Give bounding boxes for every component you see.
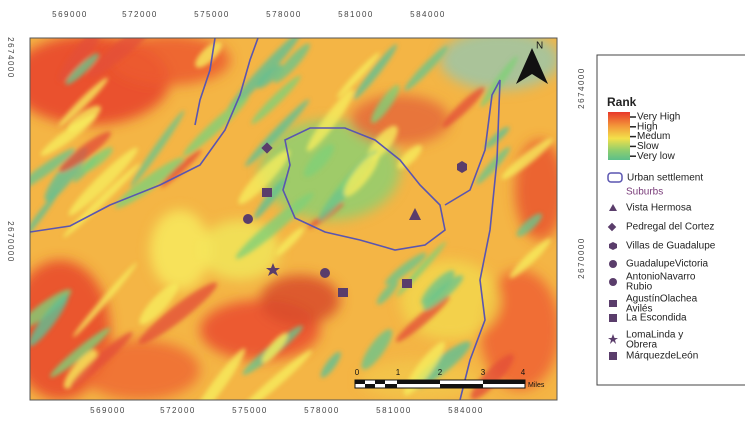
x-tick-label-bottom: 584000 bbox=[448, 406, 484, 415]
x-tick-label-top: 584000 bbox=[410, 10, 446, 19]
x-tick-label-bottom: 569000 bbox=[90, 406, 126, 415]
suburb-symbol bbox=[609, 314, 617, 322]
suburb-symbol bbox=[609, 300, 617, 307]
x-tick-label-bottom: 572000 bbox=[160, 406, 196, 415]
terrain-patch bbox=[150, 210, 210, 290]
x-tick-label-top: 578000 bbox=[266, 10, 302, 19]
y-tick-label-left: 2670000 bbox=[6, 221, 15, 263]
rank-label: Very low bbox=[637, 151, 676, 162]
terrain-patch bbox=[80, 340, 200, 400]
x-tick-label-top: 575000 bbox=[194, 10, 230, 19]
north-label: N bbox=[536, 41, 543, 52]
suburb-symbol bbox=[609, 260, 617, 268]
x-tick-label-top: 572000 bbox=[122, 10, 158, 19]
scale-label: 3 bbox=[481, 368, 486, 377]
y-tick-label-right: 2674000 bbox=[577, 67, 586, 109]
y-tick-label-right: 2670000 bbox=[577, 237, 586, 279]
scale-label: 2 bbox=[438, 368, 443, 377]
x-tick-label-bottom: 578000 bbox=[304, 406, 340, 415]
x-tick-label-top: 569000 bbox=[52, 10, 88, 19]
suburb-label: MárquezdeLeón bbox=[626, 351, 698, 362]
suburb-label: GuadalupeVictoria bbox=[626, 259, 709, 270]
suburbs-title: Suburbs bbox=[626, 187, 663, 198]
y-tick-label-left: 2674000 bbox=[6, 37, 15, 79]
suburb-symbol bbox=[609, 352, 617, 360]
scale-unit: Miles bbox=[528, 382, 545, 389]
x-tick-label-bottom: 581000 bbox=[376, 406, 412, 415]
rank-ramp bbox=[608, 112, 630, 160]
map-figure: 0 1 2 3 4Miles N 569000 569000 572000 572000 575… bbox=[0, 0, 745, 422]
terrain-patch bbox=[260, 275, 340, 325]
x-tick-label-bottom: 575000 bbox=[232, 406, 268, 415]
scale-label: 0 bbox=[355, 368, 360, 377]
suburb-label: Vista Hermosa bbox=[626, 203, 692, 214]
suburb-label: Villas de Guadalupe bbox=[626, 241, 716, 252]
x-tick-label-top: 581000 bbox=[338, 10, 374, 19]
scale-label: 4 bbox=[521, 368, 526, 377]
suburb-label: La Escondida bbox=[626, 313, 687, 324]
suburb-symbol bbox=[609, 278, 617, 286]
suburb-label: Rubio bbox=[626, 282, 653, 293]
scale-label: 1 bbox=[396, 368, 401, 377]
urban-label: Urban settlement bbox=[627, 173, 703, 184]
suburb-label: Pedregal del Cortez bbox=[626, 222, 714, 233]
legend-title: Rank bbox=[607, 95, 637, 109]
suburb-label: Obrera bbox=[626, 340, 658, 351]
page: 0 1 2 3 4Miles N 569000 569000 572000 572000 575… bbox=[0, 0, 745, 422]
terrain-patch bbox=[350, 95, 450, 145]
scale-bar bbox=[355, 380, 525, 388]
